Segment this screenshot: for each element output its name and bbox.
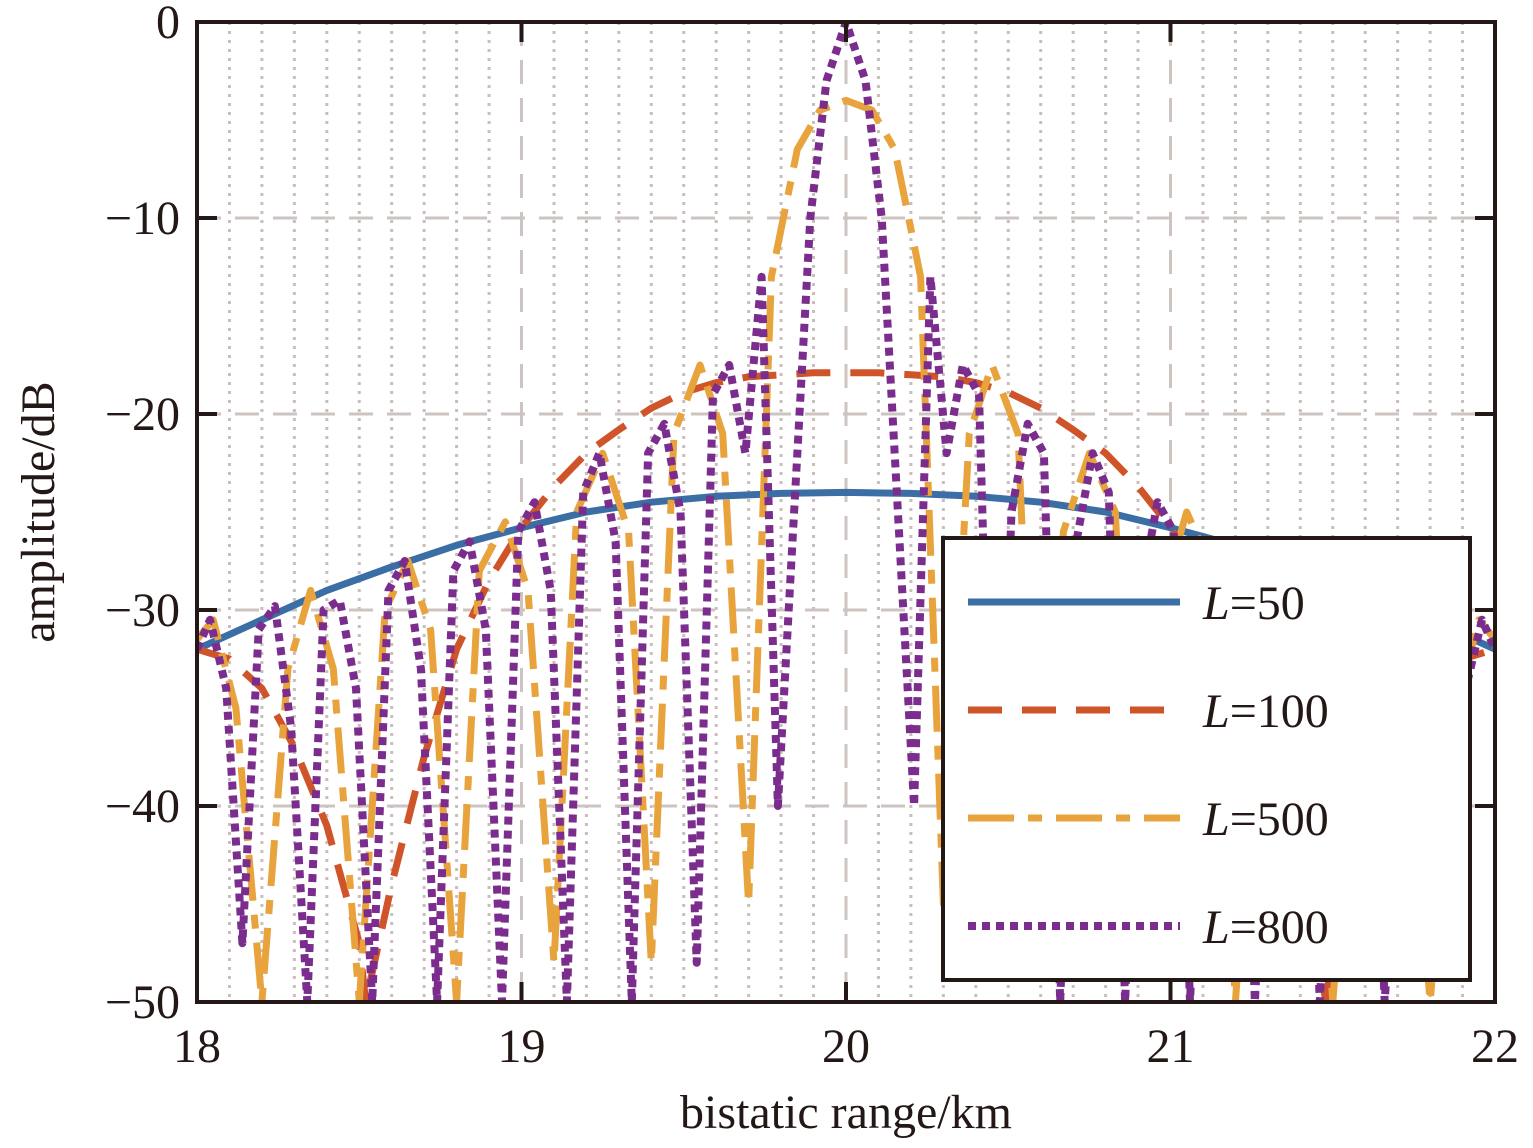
legend-label-4: L=800 <box>1202 901 1329 954</box>
y-tick-label: −30 <box>105 584 180 637</box>
legend-box <box>941 536 1472 982</box>
y-tick-label: −50 <box>105 976 180 1029</box>
x-tick-label: 18 <box>173 1020 221 1073</box>
x-tick-label: 22 <box>1471 1020 1519 1073</box>
x-tick-label: 19 <box>498 1020 546 1073</box>
x-tick-label: 21 <box>1147 1020 1195 1073</box>
axis-ticks <box>195 20 1497 1004</box>
tick-labels: 18 19 20 21 22 0 −10 −20 −30 −40 −50 <box>105 0 1519 1073</box>
legend: L=50 L=100 L=500 L=800 <box>941 536 1472 982</box>
y-axis-label: amplitude/dB <box>12 381 65 642</box>
legend-label-1: L=50 <box>1202 577 1305 630</box>
legend-label-3: L=500 <box>1202 793 1329 846</box>
y-tick-label: −40 <box>105 780 180 833</box>
x-axis-label: bistatic range/km <box>680 1086 1012 1139</box>
y-tick-label: −20 <box>105 388 180 441</box>
minor-grid <box>227 22 1465 1002</box>
legend-label-2: L=100 <box>1202 685 1329 738</box>
x-tick-label: 20 <box>822 1020 870 1073</box>
series-line-4 <box>197 22 1495 1002</box>
y-tick-label: −10 <box>105 192 180 245</box>
y-tick-label: 0 <box>156 0 180 49</box>
